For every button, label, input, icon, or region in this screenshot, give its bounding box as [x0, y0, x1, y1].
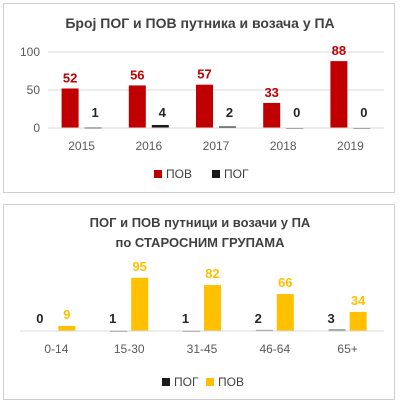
data-label-pog: 3	[327, 311, 334, 326]
bar-chart-by-year: Број ПОГ и ПОВ путника и возача у ПА 0 50 1…	[20, 15, 384, 181]
bar-pov-2016	[128, 85, 146, 128]
bar-pog-65+	[328, 329, 346, 331]
x-tick-label: 2018	[270, 139, 297, 153]
x-tick-label: 31-45	[187, 342, 218, 356]
legend-swatch-pov	[154, 170, 162, 178]
data-label-pov: 56	[130, 67, 144, 82]
data-label-pog: 2	[226, 105, 233, 120]
data-label-pov: 57	[197, 67, 211, 82]
data-label-pog: 1	[91, 105, 98, 120]
chart-panel-by-age-group: ПОГ и ПОВ путници и возачи у ПА по СТАРОС…	[3, 204, 395, 400]
data-label-pog: 0	[293, 105, 300, 120]
bar-pov-2015	[61, 88, 79, 128]
data-label-pov: 95	[132, 259, 146, 274]
data-label-pog: 2	[255, 311, 262, 326]
legend-label-pog: ПОГ	[174, 375, 199, 389]
bar-pov-2018	[263, 102, 281, 128]
chart-panel-by-year: Број ПОГ и ПОВ путника и возача у ПА 0 50 1…	[3, 3, 395, 193]
legend-label-pov: ПОВ	[218, 375, 244, 389]
y-tick-label: 0	[33, 121, 40, 135]
x-tick-label: 0-14	[44, 342, 68, 356]
data-label-pov: 52	[63, 70, 77, 85]
x-tick-label: 2016	[135, 139, 162, 153]
legend-label-pog: ПОГ	[224, 167, 249, 181]
data-label-pog: 0	[36, 311, 43, 326]
legend-swatch-pog	[162, 378, 170, 386]
bar-pov-15-30	[131, 277, 149, 331]
bar-pog-2017	[219, 126, 236, 128]
x-tick-label: 65+	[337, 342, 357, 356]
y-tick-label: 50	[27, 83, 41, 97]
x-tick-label: 2017	[203, 139, 230, 153]
data-label-pov: 34	[351, 293, 366, 308]
x-tick-label: 2019	[337, 139, 364, 153]
bar-pov-2017	[196, 84, 213, 128]
data-label-pov: 88	[332, 43, 346, 58]
data-label-pov: 66	[278, 275, 292, 290]
x-tick-label: 15-30	[114, 342, 145, 356]
bar-pov-0-14	[58, 325, 76, 331]
bar-pov-46-64	[276, 294, 294, 331]
chart-title-line-2: по СТАРОСНИМ ГРУПАМА	[115, 235, 285, 250]
bar-pov-2019	[330, 61, 348, 129]
chart-title: Број ПОГ и ПОВ путника и возача у ПА	[65, 15, 334, 31]
data-label-pog: 0	[360, 105, 367, 120]
data-label-pog: 1	[182, 311, 189, 326]
legend-swatch-pov	[206, 378, 214, 386]
data-label-pov: 9	[63, 307, 70, 322]
data-label-pov: 82	[205, 266, 219, 281]
legend-label-pov: ПОВ	[166, 167, 192, 181]
chart-title-line-1: ПОГ и ПОВ путници и возачи у ПА	[90, 215, 311, 230]
x-tick-label: 2015	[68, 139, 95, 153]
bar-pog-2016	[151, 124, 169, 128]
data-label-pog: 1	[109, 311, 116, 326]
bar-pov-65+	[349, 311, 367, 331]
bar-chart-by-age-group: ПОГ и ПОВ путници и возачи у ПА по СТАРОС…	[20, 215, 384, 389]
bar-pov-31-45	[204, 285, 221, 331]
legend-swatch-pog	[212, 170, 220, 178]
x-tick-label: 46-64	[259, 342, 290, 356]
data-label-pog: 4	[159, 105, 167, 120]
data-label-pov: 33	[264, 85, 278, 100]
y-tick-label: 100	[20, 45, 40, 59]
